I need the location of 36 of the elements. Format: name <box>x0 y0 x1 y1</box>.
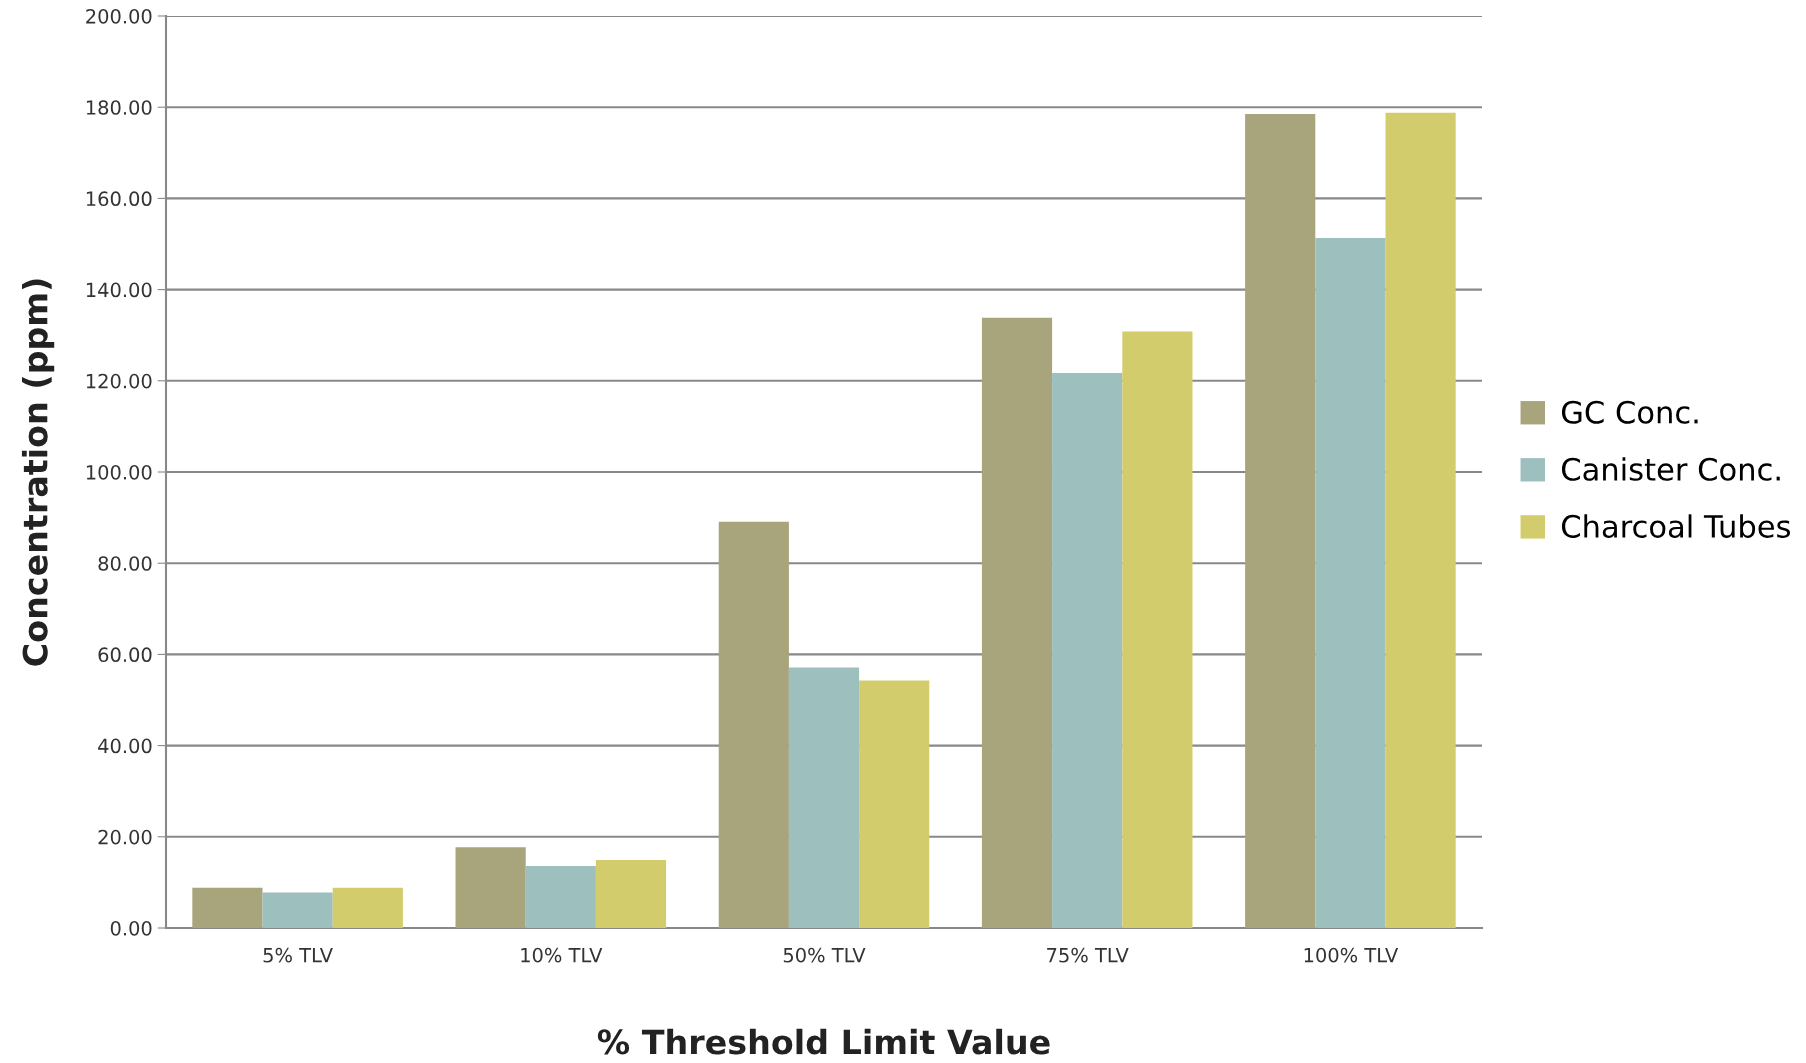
x-tick-label: 100% TLV <box>1304 947 1399 963</box>
bar <box>1385 112 1456 928</box>
y-tick-label: 120.00 <box>86 373 152 389</box>
x-axis-title: % Threshold Limit Value <box>597 1028 1050 1055</box>
y-tick-label: 40.00 <box>98 738 152 754</box>
y-axis-title: Concentration (ppm) <box>21 279 55 666</box>
y-tick-label: 200.00 <box>86 8 152 24</box>
bar <box>455 847 526 928</box>
x-tick-label: 10% TLV <box>521 947 603 963</box>
legend-label: GC Conc. <box>1561 400 1698 424</box>
y-tick-label: 0.00 <box>110 920 152 936</box>
bar <box>788 667 860 928</box>
x-tick-label: 50% TLV <box>783 947 866 963</box>
bar <box>192 887 263 928</box>
y-tick-label: 180.00 <box>86 100 152 115</box>
legend-label: Charcoal Tubes <box>1561 514 1791 538</box>
bar <box>1122 331 1193 928</box>
bar <box>595 860 667 928</box>
bar <box>981 317 1053 928</box>
bar <box>262 892 333 928</box>
y-tick-label: 160.00 <box>86 191 152 207</box>
y-tick-label: 20.00 <box>98 829 152 845</box>
bar <box>1315 238 1386 928</box>
legend-label: Canister Conc. <box>1561 457 1780 481</box>
bar <box>525 865 596 928</box>
y-tick-label: 80.00 <box>98 556 152 571</box>
bar <box>1052 373 1123 928</box>
bar <box>859 680 930 928</box>
bar <box>718 521 789 928</box>
y-tick-label: 140.00 <box>86 282 152 298</box>
y-tick-label: 100.00 <box>86 464 152 480</box>
bar <box>1245 114 1316 928</box>
x-tick-label: 75% TLV <box>1047 947 1129 963</box>
y-tick-label: 60.00 <box>98 647 152 663</box>
x-tick-label: 5% TLV <box>263 947 333 963</box>
bar <box>332 887 403 928</box>
